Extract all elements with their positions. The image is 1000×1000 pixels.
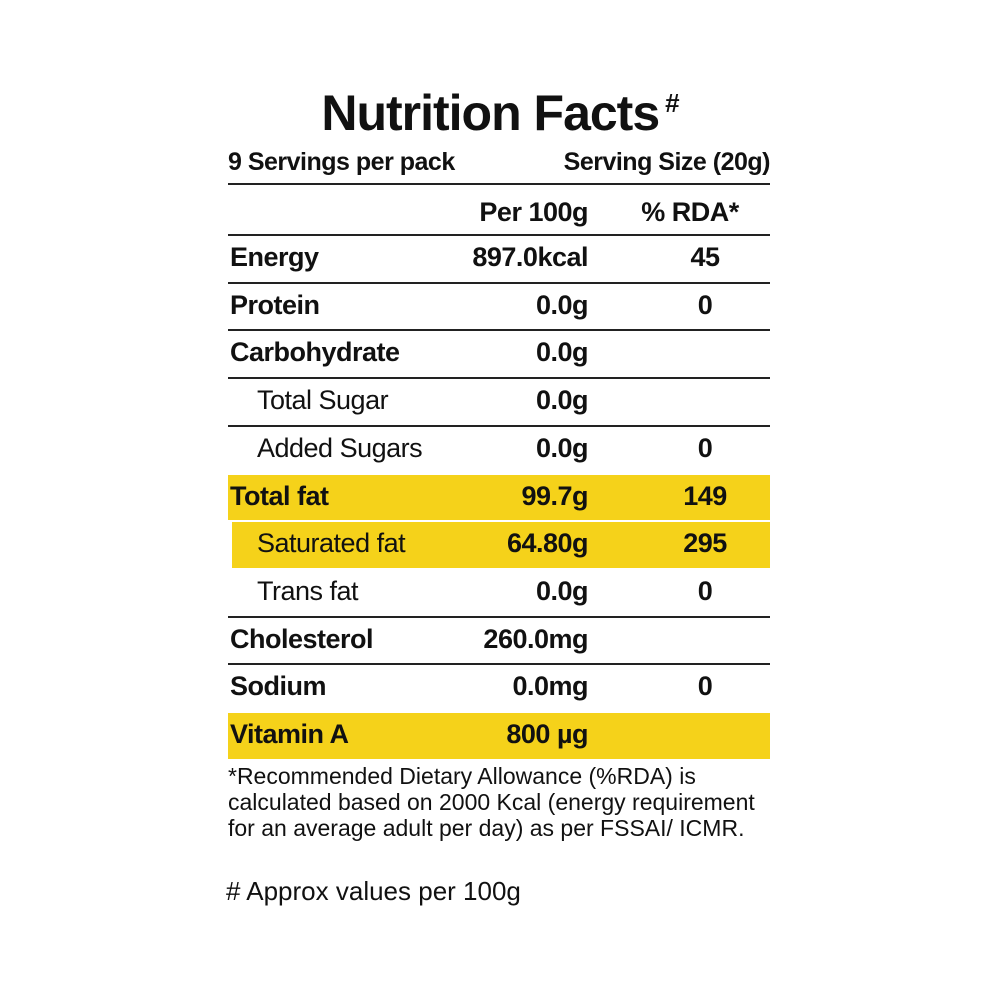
rda: 0 [697,575,713,606]
rule [228,615,770,618]
rda: 0 [697,432,713,463]
title-wrap: Nutrition Facts # [0,84,1000,142]
per-100g: 64.80g [506,528,589,559]
rule [228,663,770,666]
row-label: Added Sugars [257,432,423,463]
per-100g: 897.0kcal [472,242,588,272]
rule [228,183,770,185]
column-header: Per 100g [479,197,588,227]
per-100g: 0.0g [535,337,589,368]
rda-note: *Recommended Dietary Allowance (%RDA) is… [228,763,755,841]
per-100g: 0.0g [535,289,589,320]
per-100g: 0.0g [535,432,589,463]
per-100g: 0.0g [535,385,589,416]
row-label: Protein [230,289,320,320]
rda: 0 [697,671,713,702]
rule [228,234,770,236]
highlight-band [228,474,770,521]
highlight-band [232,522,770,568]
row-label: Vitamin A [230,719,349,749]
row-label: Saturated fat [257,528,406,559]
rule [228,424,770,427]
per-100g: 0.0g [535,575,589,606]
row-label: Trans fat [257,575,359,606]
rda: 295 [683,528,727,559]
rda: 149 [683,480,727,511]
rule [228,329,770,332]
rda: 45 [690,242,720,272]
highlight-band [228,713,770,759]
row-label: Sodium [230,671,327,702]
per-100g: 260.0mg [483,623,588,654]
per-100g: 0.0mg [512,671,588,702]
per-100g: 99.7g [521,480,588,511]
servings: 9 Servings per pack [228,148,455,176]
row-label: Total Sugar [257,385,389,416]
row-label: Energy [230,242,319,272]
row-label: Cholesterol [230,623,374,654]
rule [228,377,770,380]
column-header: % RDA* [641,197,739,227]
rule [228,281,770,284]
title-mark: # [665,88,680,119]
approx-note: # Approx values per 100g [226,876,521,906]
rda: 0 [697,289,713,320]
per-100g: 800 µg [506,719,588,749]
row-label: Total fat [230,480,329,511]
serving-size: Serving Size (20g) [563,148,771,176]
row-label: Carbohydrate [230,337,400,368]
title: Nutrition Facts [321,85,660,141]
